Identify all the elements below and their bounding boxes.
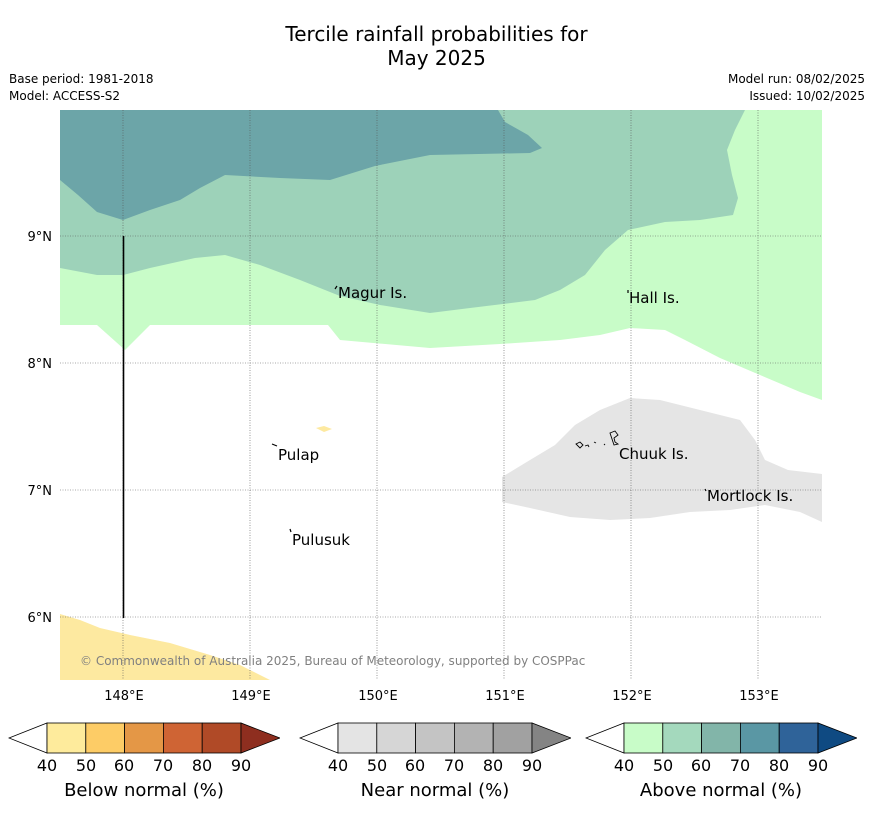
tick: 50 bbox=[75, 756, 97, 775]
colorbar-low-arrow bbox=[584, 722, 625, 754]
lat-label-6n: 6°N bbox=[28, 611, 53, 626]
tick: 40 bbox=[36, 756, 58, 775]
title-line-1: Tercile rainfall probabilities for bbox=[285, 22, 588, 46]
grid-lines bbox=[60, 110, 822, 680]
colorbar-swatch bbox=[662, 722, 703, 754]
region-near-40-50 bbox=[502, 398, 822, 522]
map-area: Magur Is. Hall Is. Pulap Chuuk Is. Mortl… bbox=[60, 110, 822, 680]
colorbar-swatch bbox=[623, 722, 664, 754]
colorbar-low-arrow bbox=[298, 722, 339, 754]
lon-axis: 148°E 149°E 150°E 151°E 152°E 153°E bbox=[104, 689, 779, 704]
lon-label-153e: 153°E bbox=[739, 689, 779, 704]
tick: 60 bbox=[690, 756, 712, 775]
region-below-small bbox=[316, 426, 332, 432]
label-mortlock: Mortlock Is. bbox=[707, 487, 793, 505]
label-magur: Magur Is. bbox=[338, 284, 407, 302]
colorbar-swatch bbox=[701, 722, 741, 754]
mortlock-island-marker bbox=[704, 488, 707, 492]
colorbar-swatch bbox=[453, 722, 494, 754]
lon-label-151e: 151°E bbox=[485, 689, 525, 704]
lon-label-149e: 149°E bbox=[231, 689, 271, 704]
tick: 40 bbox=[613, 756, 635, 775]
chuuk-islands-marker bbox=[575, 430, 620, 449]
meta-right: Model run: 08/02/2025 Issued: 10/02/2025 bbox=[728, 71, 865, 105]
meta-left: Base period: 1981-2018 Model: ACCESS-S2 bbox=[9, 71, 154, 105]
map-title: Tercile rainfall probabilities for May 2… bbox=[0, 22, 873, 70]
colorbar-below-swatches bbox=[7, 722, 282, 754]
pulusuk-island-marker bbox=[289, 528, 292, 533]
copyright-notice: © Commonwealth of Australia 2025, Bureau… bbox=[80, 654, 585, 668]
tick: 80 bbox=[191, 756, 213, 775]
label-pulusuk: Pulusuk bbox=[292, 531, 350, 549]
label-hall: Hall Is. bbox=[629, 289, 680, 307]
colorbar-above-label: Above normal (%) bbox=[639, 780, 803, 801]
lon-label-148e: 148°E bbox=[104, 689, 144, 704]
lon-label-152e: 152°E bbox=[612, 689, 652, 704]
label-pulap: Pulap bbox=[278, 446, 319, 464]
colorbar-near-label: Near normal (%) bbox=[360, 780, 510, 801]
tick: 90 bbox=[521, 756, 543, 775]
lat-label-7n: 7°N bbox=[28, 484, 53, 499]
pulap-island-marker bbox=[271, 443, 278, 447]
colorbar-low-arrow bbox=[7, 722, 48, 754]
tick: 50 bbox=[652, 756, 674, 775]
colorbar-swatch bbox=[337, 722, 378, 754]
tick: 40 bbox=[327, 756, 349, 775]
tick: 80 bbox=[482, 756, 504, 775]
colorbar-swatch bbox=[376, 722, 417, 754]
issued-date: Issued: 10/02/2025 bbox=[749, 89, 865, 103]
colorbar-swatch bbox=[201, 722, 242, 754]
lon-label-150e: 150°E bbox=[358, 689, 398, 704]
colorbar-high-arrow bbox=[240, 722, 282, 754]
island-markers bbox=[271, 285, 707, 533]
colorbar-swatch bbox=[46, 722, 87, 754]
colorbar-swatch bbox=[492, 722, 533, 754]
lat-label-9n: 9°N bbox=[28, 230, 53, 245]
lat-label-8n: 8°N bbox=[28, 357, 53, 372]
base-period: Base period: 1981-2018 bbox=[9, 72, 154, 86]
model-run: Model run: 08/02/2025 bbox=[727, 72, 865, 86]
tick: 60 bbox=[404, 756, 426, 775]
tick: 80 bbox=[768, 756, 790, 775]
colorbar-swatch bbox=[778, 722, 819, 754]
colorbar-swatch bbox=[162, 722, 203, 754]
tick: 90 bbox=[230, 756, 252, 775]
region-below-40-50 bbox=[60, 614, 270, 680]
colorbar-below-label: Below normal (%) bbox=[64, 780, 224, 801]
colorbar-swatch bbox=[124, 722, 164, 754]
lat-axis: 9°N 8°N 7°N 6°N bbox=[28, 230, 53, 626]
magur-island-marker bbox=[334, 285, 338, 290]
colorbar-high-arrow bbox=[531, 722, 573, 754]
tick: 90 bbox=[807, 756, 829, 775]
colorbar-swatch bbox=[739, 722, 780, 754]
label-chuuk: Chuuk Is. bbox=[619, 445, 688, 463]
colorbar-near-swatches bbox=[298, 722, 573, 754]
tick: 60 bbox=[113, 756, 135, 775]
title-line-2: May 2025 bbox=[387, 46, 486, 70]
tick: 70 bbox=[443, 756, 465, 775]
colorbar-above-swatches bbox=[584, 722, 859, 754]
tick: 50 bbox=[366, 756, 388, 775]
colorbar-high-arrow bbox=[817, 722, 859, 754]
tick: 70 bbox=[152, 756, 174, 775]
model-name: Model: ACCESS-S2 bbox=[9, 89, 121, 103]
colorbar-swatch bbox=[415, 722, 455, 754]
colorbar-near-normal: 40 50 60 70 80 90 Near normal (%) bbox=[298, 720, 573, 816]
colorbar-below-normal: 40 50 60 70 80 90 Below normal (%) bbox=[7, 720, 282, 816]
colorbar-above-normal: 40 50 60 70 80 90 Above normal (%) bbox=[584, 720, 859, 816]
tick: 70 bbox=[729, 756, 751, 775]
region-above-60-70 bbox=[60, 110, 542, 220]
colorbar-swatch bbox=[85, 722, 126, 754]
